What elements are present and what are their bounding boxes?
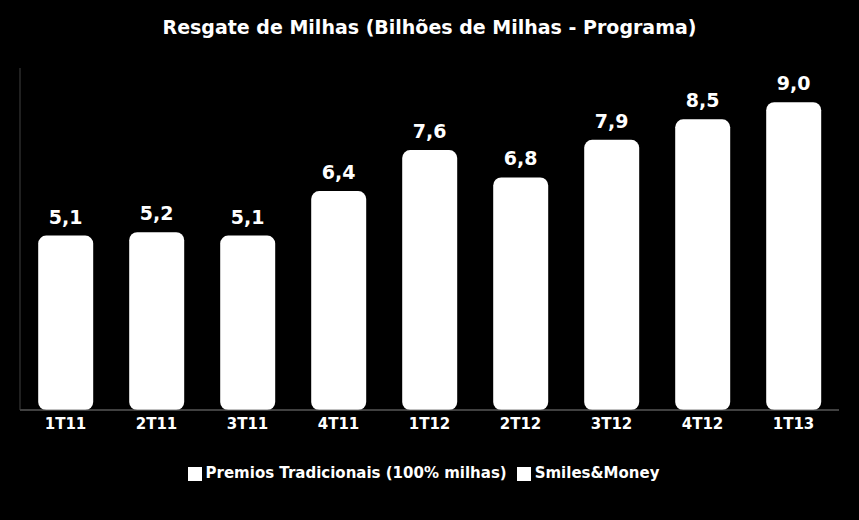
svg-text:5,2: 5,2	[140, 202, 174, 224]
svg-text:9,0: 9,0	[777, 72, 811, 94]
svg-text:1T11: 1T11	[45, 415, 87, 433]
svg-text:4T11: 4T11	[318, 415, 360, 433]
svg-text:4T12: 4T12	[682, 415, 724, 433]
svg-text:6,8: 6,8	[504, 147, 538, 169]
svg-text:7,6: 7,6	[413, 120, 447, 142]
svg-text:8,5: 8,5	[686, 89, 720, 111]
svg-text:2T12: 2T12	[500, 415, 542, 433]
html-text:Smiles&Money: Smiles&Money	[534, 464, 660, 482]
svg-text:2T11: 2T11	[136, 415, 178, 433]
svg-text:1T12: 1T12	[409, 415, 451, 433]
svg-text:1T13: 1T13	[773, 415, 815, 433]
svg-text:6,4: 6,4	[322, 161, 356, 183]
svg-text:5,1: 5,1	[231, 206, 265, 228]
svg-text:3T12: 3T12	[591, 415, 633, 433]
svg-text:7,9: 7,9	[595, 110, 629, 132]
svg-text:5,1: 5,1	[49, 206, 83, 228]
html-text:Premios Tradicionais (100% mil: Premios Tradicionais (100% milhas)	[205, 464, 507, 482]
svg-text:3T11: 3T11	[227, 415, 269, 433]
html-text:Resgate de Milhas (Bilhões de: Resgate de Milhas (Bilhões de Milhas - P…	[162, 16, 697, 38]
